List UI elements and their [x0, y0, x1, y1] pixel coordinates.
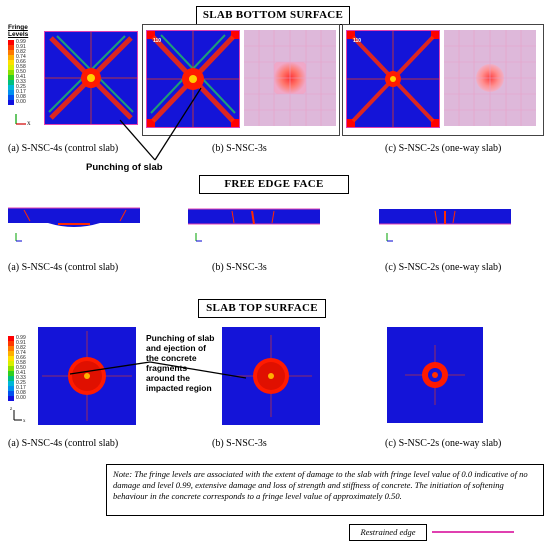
caption-edge-a: (a) S-NSC-4s (control slab)	[8, 262, 119, 273]
edge-panel-a	[8, 205, 140, 245]
legend-swatch	[8, 361, 14, 366]
legend-value: 0.82	[16, 345, 26, 351]
legend-swatch	[8, 90, 14, 95]
legend-swatch	[8, 381, 14, 386]
caption-bottom-b: (b) S-NSC-3s	[212, 143, 267, 154]
legend-value: 0.50	[16, 69, 26, 75]
legend-swatch	[8, 70, 14, 75]
legend-swatch	[8, 95, 14, 100]
edge-panel-c	[379, 205, 511, 245]
legend-swatch	[8, 85, 14, 90]
axis-z-label: z	[10, 407, 13, 412]
legend-value: 0.82	[16, 49, 26, 55]
legend-swatch	[8, 75, 14, 80]
bottom-panel-c-mesh	[444, 30, 536, 126]
legend-swatch	[8, 396, 14, 401]
fringe-note: Note: The fringe levels are associated w…	[106, 464, 544, 516]
legend-value: 0.91	[16, 44, 26, 50]
legend-swatch	[8, 376, 14, 381]
legend-swatch	[8, 386, 14, 391]
legend-swatch	[8, 351, 14, 356]
legend-value: 0.58	[16, 64, 26, 70]
legend-value: 0.33	[16, 79, 26, 85]
caption-top-a: (a) S-NSC-4s (control slab)	[8, 438, 119, 449]
bottom-panel-c-damage	[346, 30, 440, 128]
caption-top-c: (c) S-NSC-2s (one-way slab)	[385, 438, 502, 449]
top-surface-title: SLAB TOP SURFACE	[198, 299, 326, 318]
bottom-panel-b-mesh	[244, 30, 336, 126]
legend-swatch	[8, 336, 14, 341]
fringe-legend-title: Fringe Levels	[8, 24, 29, 38]
legend-swatch	[8, 55, 14, 60]
free-edge-title: FREE EDGE FACE	[199, 175, 349, 194]
legend-swatch	[8, 60, 14, 65]
bottom-panel-b-damage	[146, 30, 240, 128]
legend-value: 0.66	[16, 355, 26, 361]
legend-swatch	[8, 356, 14, 361]
legend-value: 0.99	[16, 39, 26, 45]
panel-tag: 110	[353, 38, 362, 44]
legend-value: 0.58	[16, 360, 26, 366]
axis-x-label: x	[23, 419, 26, 424]
caption-edge-b: (b) S-NSC-3s	[212, 262, 267, 273]
legend-value: 0.50	[16, 365, 26, 371]
top-panel-b	[222, 327, 320, 425]
legend-value: 0.41	[16, 370, 26, 376]
legend-value: 0.25	[16, 84, 26, 90]
legend-value: 0.17	[16, 89, 26, 95]
legend-value: 0.08	[16, 390, 26, 396]
restrained-edge-label: Restrained edge	[349, 524, 427, 541]
caption-bottom-a: (a) S-NSC-4s (control slab)	[8, 143, 119, 154]
fringe-legend-bottom: Fringe Levels 0.99 0.91 0.82 0.74 0.66 0.58 0.5…	[8, 24, 28, 105]
legend-value: 0.08	[16, 94, 26, 100]
legend-swatch	[8, 50, 14, 55]
caption-top-b: (b) S-NSC-3s	[212, 438, 267, 449]
legend-swatch	[8, 45, 14, 50]
legend-value: 0.17	[16, 385, 26, 391]
caption-edge-c: (c) S-NSC-2s (one-way slab)	[385, 262, 502, 273]
legend-value: 0.33	[16, 375, 26, 381]
punching-callout-lines	[119, 87, 202, 161]
panel-tag: 110	[153, 38, 162, 44]
legend-swatch	[8, 65, 14, 70]
legend-value: 0.74	[16, 350, 26, 356]
legend-value: 0.00	[16, 395, 26, 401]
legend-swatch	[8, 346, 14, 351]
edge-panel-b	[188, 205, 320, 245]
legend-swatch	[8, 391, 14, 396]
restrained-edge-line	[432, 531, 514, 533]
legend-swatch	[8, 371, 14, 376]
legend-value: 0.99	[16, 335, 26, 341]
punching-callout-label: Punching of slab	[86, 162, 163, 173]
caption-bottom-c: (c) S-NSC-2s (one-way slab)	[385, 143, 502, 154]
ejection-callout-label: Punching of slab and ejection of the con…	[146, 333, 215, 393]
bottom-panel-a	[44, 31, 138, 125]
legend-swatch	[8, 341, 14, 346]
legend-value: 0.91	[16, 340, 26, 346]
legend-value: 0.41	[16, 74, 26, 80]
svg-text:X: X	[27, 122, 31, 126]
legend-swatch	[8, 40, 14, 45]
top-panel-a	[38, 327, 136, 425]
legend-swatch	[8, 366, 14, 371]
axis-triad-bottom: X	[14, 112, 32, 131]
top-panel-c	[387, 327, 483, 423]
legend-value: 0.74	[16, 54, 26, 60]
fringe-legend-top: 0.99 0.91 0.82 0.74 0.66 0.58 0.50 0.41 0.33 0.25…	[8, 336, 26, 401]
legend-value: 0.00	[16, 99, 26, 105]
legend-swatch	[8, 100, 14, 105]
legend-swatch	[8, 80, 14, 85]
legend-value: 0.66	[16, 59, 26, 65]
legend-value: 0.25	[16, 380, 26, 386]
